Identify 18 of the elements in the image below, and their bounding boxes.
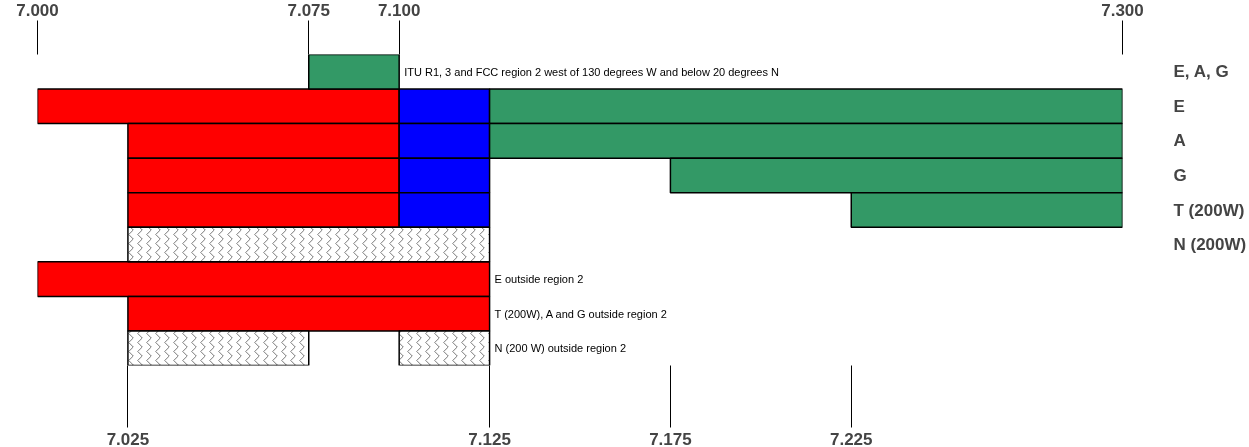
y-tick-label: E outside region 2 bbox=[494, 273, 584, 286]
x2-tick-label: 7.300 bbox=[1101, 0, 1144, 20]
x2-tick-label: 7.075 bbox=[287, 0, 331, 20]
y-tick-label: T (200W), A and G outside region 2 bbox=[494, 307, 667, 320]
x2-tick-label: 7.000 bbox=[16, 0, 59, 20]
y-tick-label: ITU R1, 3 and FCC region 2 west of 130 degrees W and below 20 degrees N bbox=[404, 65, 780, 78]
x-tick-label: 7.175 bbox=[649, 429, 692, 447]
y2-tick-label: N (200W) bbox=[1173, 235, 1247, 255]
x-tick-label: 7.225 bbox=[829, 429, 873, 447]
x2-tick-label: 7.100 bbox=[377, 0, 421, 20]
y2-tick-label: T (200W) bbox=[1173, 200, 1245, 220]
x-tick-label: 7.125 bbox=[468, 429, 511, 447]
y2-tick-label: E bbox=[1173, 96, 1185, 116]
y2-tick-label: E, A, G bbox=[1173, 62, 1229, 82]
y-tick-label: N (200 W) outside region 2 bbox=[494, 342, 627, 355]
y2-tick-label: G bbox=[1173, 165, 1187, 185]
y2-tick-label: A bbox=[1173, 131, 1186, 151]
x-tick-label: 7.025 bbox=[106, 429, 150, 447]
